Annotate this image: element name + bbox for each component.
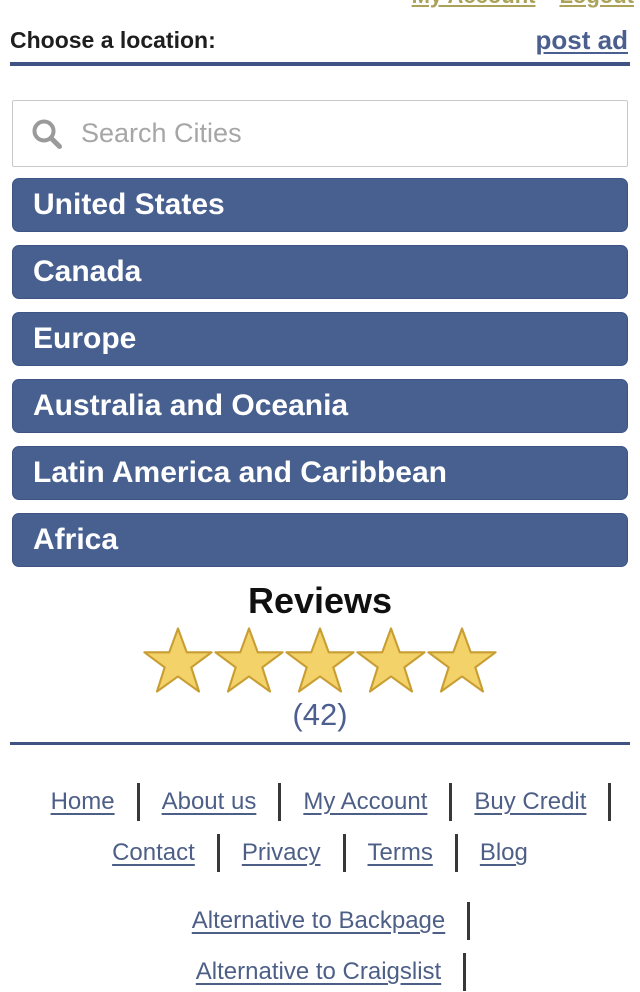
- footer-separator: [449, 783, 453, 821]
- location-button-europe[interactable]: Europe: [12, 312, 628, 366]
- location-button-united-states[interactable]: United States: [12, 178, 628, 232]
- account-link-my-account[interactable]: My Account: [412, 0, 536, 11]
- footer: Home About us My Account Buy Credit Contact P…: [0, 782, 640, 992]
- footer-link-contact[interactable]: Contact: [112, 839, 195, 866]
- footer-separator: [216, 834, 220, 872]
- post-ad-link[interactable]: post ad: [535, 25, 628, 55]
- search-input[interactable]: [79, 117, 610, 150]
- star-icon: [285, 627, 355, 693]
- reviews-section: Reviews (42): [0, 580, 640, 734]
- page-title: Choose a location:: [10, 27, 216, 53]
- footer-link-about-us[interactable]: About us: [161, 788, 257, 815]
- footer-link-alternative-to-craigslist[interactable]: Alternative to Craigslist: [195, 958, 442, 985]
- footer-row: Contact Privacy Terms Blog: [0, 833, 640, 873]
- location-list: United States Canada Europe Australia and O…: [12, 178, 628, 567]
- review-count: (42): [292, 697, 348, 732]
- location-button-africa[interactable]: Africa: [12, 513, 628, 567]
- footer-row: Home About us My Account Buy Credit: [0, 782, 640, 822]
- footer-separator: [608, 783, 612, 821]
- footer-separator: [342, 834, 346, 872]
- account-bar: My Account Logout: [0, 0, 640, 11]
- search-box[interactable]: [12, 100, 628, 167]
- footer-divider: [10, 742, 630, 745]
- footer-link-terms[interactable]: Terms: [367, 839, 433, 866]
- star-icon: [214, 627, 284, 693]
- header: Choose a location: post ad: [0, 11, 640, 55]
- footer-separator: [136, 783, 140, 821]
- footer-separator: [467, 902, 471, 940]
- footer-link-buy-credit[interactable]: Buy Credit: [474, 788, 587, 815]
- footer-link-privacy[interactable]: Privacy: [241, 839, 321, 866]
- star-rating: [0, 625, 640, 695]
- footer-link-my-account[interactable]: My Account: [303, 788, 428, 815]
- footer-link-blog[interactable]: Blog: [479, 839, 528, 866]
- account-link-logout[interactable]: Logout: [559, 0, 634, 11]
- location-button-canada[interactable]: Canada: [12, 245, 628, 299]
- search-icon: [32, 119, 62, 149]
- footer-separator: [278, 783, 282, 821]
- footer-link-alternative-to-backpage[interactable]: Alternative to Backpage: [191, 907, 446, 934]
- footer-separator: [463, 953, 467, 991]
- footer-row: Alternative to Backpage: [0, 901, 640, 941]
- location-button-latin-america-and-caribbean[interactable]: Latin America and Caribbean: [12, 446, 628, 500]
- footer-link-home[interactable]: Home: [50, 788, 115, 815]
- footer-row: Alternative to Craigslist: [0, 952, 640, 992]
- location-button-australia-and-oceania[interactable]: Australia and Oceania: [12, 379, 628, 433]
- footer-separator: [454, 834, 458, 872]
- reviews-title: Reviews: [247, 580, 393, 621]
- star-icon: [427, 627, 497, 693]
- star-icon: [143, 627, 213, 693]
- star-icon: [356, 627, 426, 693]
- header-divider: [10, 62, 630, 66]
